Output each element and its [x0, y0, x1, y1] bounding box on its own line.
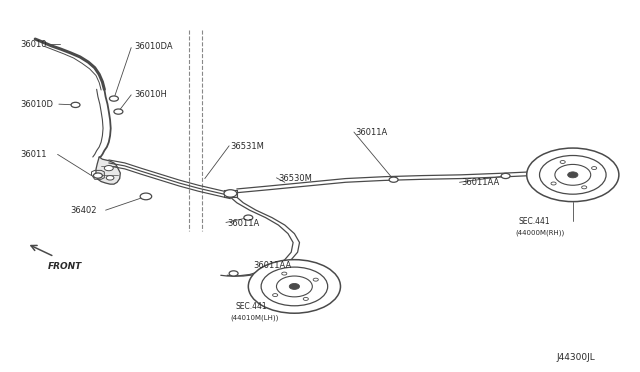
- Text: 36011AA: 36011AA: [253, 262, 291, 270]
- Circle shape: [527, 148, 619, 202]
- Circle shape: [591, 167, 596, 170]
- Text: J44300JL: J44300JL: [557, 353, 596, 362]
- Text: 36011AA: 36011AA: [461, 178, 499, 187]
- Circle shape: [104, 166, 113, 171]
- Circle shape: [261, 267, 328, 306]
- Circle shape: [140, 193, 152, 200]
- Circle shape: [71, 102, 80, 108]
- Text: (44010M(LH)): (44010M(LH)): [230, 315, 279, 321]
- Circle shape: [501, 173, 510, 179]
- Circle shape: [109, 96, 118, 101]
- Text: 36402: 36402: [70, 206, 97, 215]
- Circle shape: [568, 172, 578, 178]
- Circle shape: [560, 160, 565, 163]
- Circle shape: [276, 276, 312, 297]
- Circle shape: [229, 271, 238, 276]
- Text: SEC.441: SEC.441: [518, 217, 550, 226]
- Circle shape: [244, 215, 253, 220]
- Text: 36530M: 36530M: [278, 174, 312, 183]
- Circle shape: [93, 173, 102, 178]
- Circle shape: [303, 298, 308, 301]
- Circle shape: [582, 186, 587, 189]
- Text: 36010DA: 36010DA: [134, 42, 173, 51]
- Text: 36010: 36010: [20, 40, 47, 49]
- Circle shape: [106, 176, 114, 180]
- Text: FRONT: FRONT: [48, 262, 83, 271]
- Circle shape: [282, 272, 287, 275]
- Text: 36011A: 36011A: [355, 128, 387, 137]
- Circle shape: [289, 283, 300, 289]
- Circle shape: [551, 182, 556, 185]
- Text: 36531M: 36531M: [230, 142, 264, 151]
- Text: SEC.441: SEC.441: [236, 302, 267, 311]
- Circle shape: [313, 278, 318, 281]
- Circle shape: [114, 109, 123, 114]
- Text: 36011: 36011: [20, 150, 47, 159]
- Text: 36010D: 36010D: [20, 100, 54, 109]
- Circle shape: [273, 294, 278, 296]
- Text: (44000M(RH)): (44000M(RH)): [515, 229, 564, 236]
- Circle shape: [224, 190, 237, 197]
- Circle shape: [248, 260, 340, 313]
- Circle shape: [540, 155, 606, 194]
- Polygon shape: [96, 157, 120, 184]
- Circle shape: [389, 177, 398, 182]
- Text: 36010H: 36010H: [134, 90, 167, 99]
- Text: 36011A: 36011A: [227, 219, 259, 228]
- Circle shape: [555, 164, 591, 185]
